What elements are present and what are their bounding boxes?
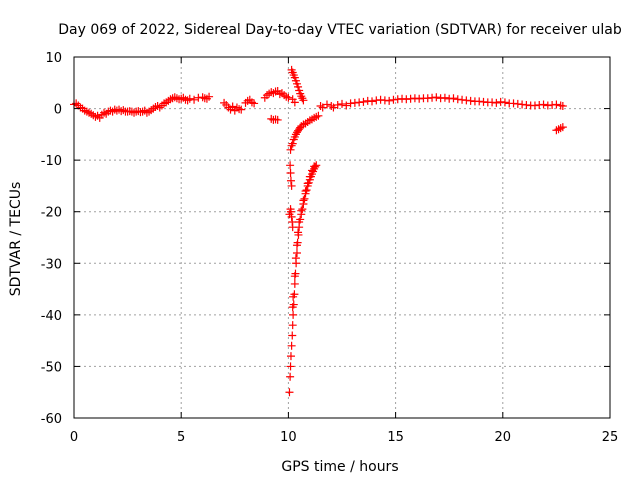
data-point [286, 352, 295, 361]
y-tick-label: -40 [41, 309, 62, 324]
data-point [552, 100, 561, 109]
y-axis-ticks: 10 0 -10 -20 -30 -40 -50 -60 [41, 51, 610, 427]
data-point [290, 272, 299, 281]
data-point [288, 331, 297, 340]
data-point [300, 194, 309, 203]
data-point [289, 310, 298, 319]
data-point [342, 101, 351, 110]
data-point [500, 98, 509, 107]
grid-lines [74, 57, 610, 418]
data-point [294, 228, 303, 237]
data-point [297, 92, 306, 101]
data-point [359, 97, 368, 106]
data-point [287, 141, 296, 150]
data-point [286, 362, 295, 371]
data-point [558, 123, 567, 132]
chart-title: Day 069 of 2022, Sidereal Day-to-day VTE… [58, 22, 622, 38]
data-point [288, 223, 297, 232]
data-point [287, 341, 296, 350]
data-point [299, 196, 308, 205]
data-point [284, 93, 293, 102]
data-point [295, 218, 304, 227]
x-tick-label: 10 [280, 430, 297, 445]
data-point [288, 139, 297, 148]
data-point [285, 210, 294, 219]
data-point [449, 94, 458, 103]
x-tick-label: 25 [602, 430, 619, 445]
data-point [250, 99, 259, 108]
series-inner-branch [286, 111, 323, 190]
data-point [185, 94, 194, 103]
data-point [291, 254, 300, 263]
y-tick-label: -60 [41, 412, 62, 427]
data-point [333, 100, 342, 109]
data-point [286, 145, 295, 154]
data-point [286, 161, 295, 170]
x-tick-label: 0 [70, 430, 78, 445]
data-point [558, 101, 567, 110]
x-axis-title: GPS time / hours [281, 459, 398, 475]
data-point [294, 82, 303, 91]
x-tick-label: 20 [495, 430, 512, 445]
data-point [310, 162, 319, 171]
data-point [287, 181, 296, 190]
x-tick-label: 5 [177, 430, 185, 445]
data-point [329, 103, 338, 112]
data-point [303, 179, 312, 188]
data-point [440, 93, 449, 102]
data-point [298, 205, 307, 214]
data-point [286, 372, 295, 381]
data-point [305, 172, 314, 181]
data-points [70, 65, 567, 397]
y-tick-label: -10 [41, 154, 62, 169]
data-point [290, 98, 299, 107]
data-point [338, 99, 346, 108]
data-point [237, 105, 246, 114]
x-tick-label: 15 [387, 430, 404, 445]
series-deep-dip [285, 161, 321, 397]
data-point [273, 115, 282, 124]
data-point [292, 248, 301, 257]
data-point [322, 100, 331, 109]
data-point [190, 95, 199, 104]
data-point [539, 100, 548, 109]
data-point [492, 98, 501, 107]
data-point [297, 206, 306, 215]
y-tick-label: 0 [54, 103, 62, 118]
data-point [290, 279, 299, 288]
data-point [286, 205, 295, 214]
data-point [288, 303, 297, 312]
data-point [286, 176, 295, 185]
y-tick-label: -50 [41, 360, 62, 375]
data-point [301, 187, 310, 196]
x-axis-ticks: 0 5 10 15 20 25 [70, 57, 618, 445]
y-tick-label: -20 [41, 206, 62, 221]
data-point [286, 169, 295, 178]
data-point [307, 166, 316, 175]
data-point [302, 186, 311, 195]
plot-frame [73, 56, 611, 419]
data-point [289, 292, 298, 301]
data-point [228, 102, 237, 111]
data-point [299, 96, 308, 105]
data-point [298, 94, 307, 103]
y-tick-label: 10 [45, 51, 62, 66]
data-point [285, 388, 294, 397]
data-point [288, 321, 297, 330]
data-point [368, 97, 377, 106]
data-point [432, 93, 441, 102]
data-point [385, 96, 394, 105]
series-baseline [70, 87, 567, 135]
y-axis-title: SDTVAR / TECUs [8, 182, 24, 297]
data-point [318, 103, 327, 112]
data-point [205, 92, 214, 101]
data-point [292, 241, 301, 250]
data-point [314, 111, 323, 120]
y-tick-label: -30 [41, 257, 62, 272]
series-upper-spike [287, 65, 308, 105]
